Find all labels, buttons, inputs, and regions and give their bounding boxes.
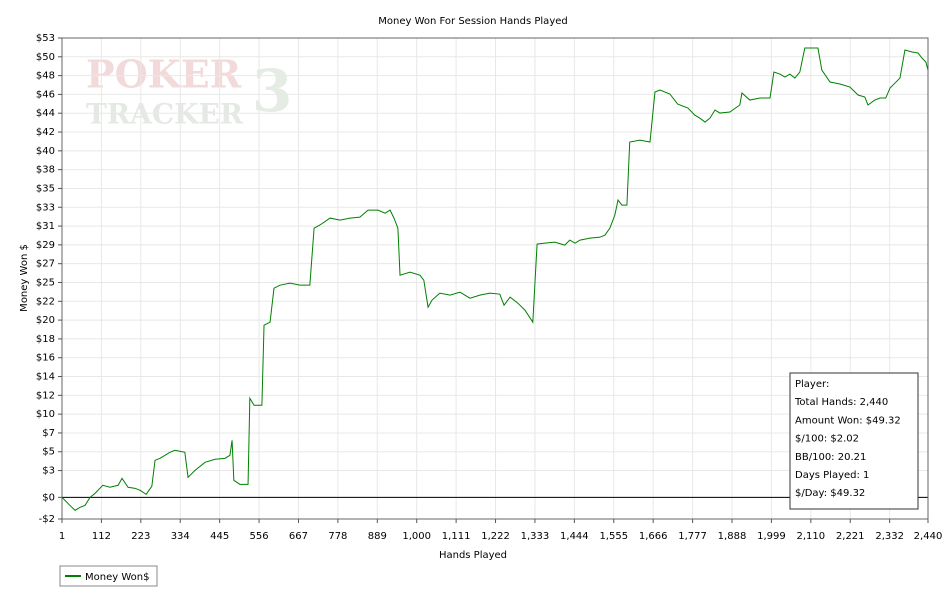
stats-frame [789, 372, 919, 510]
stats-text: Player: [795, 379, 829, 390]
x-tick-label: 334 [171, 531, 190, 542]
x-axis-label: Hands Played [439, 550, 507, 561]
x-tick-label: 1,999 [757, 531, 786, 542]
data-line [61, 47, 929, 511]
x-tick-label: 1,888 [718, 531, 747, 542]
y-tick-label: $50 [36, 52, 55, 63]
legend-label: Money Won$ [85, 572, 149, 583]
x-tick-label: 2,221 [836, 531, 865, 542]
stats-box: Player: Total Hands: 2,440 Amount Won: $49… [789, 372, 919, 510]
x-tick-label: 1,333 [521, 531, 550, 542]
watermark-text: 3 [252, 57, 292, 125]
x-tick-label: 1,666 [639, 531, 668, 542]
y-tick-label: $29 [36, 240, 55, 251]
y-tick-label: $7 [42, 428, 55, 439]
x-tick-label: 2,332 [875, 531, 904, 542]
x-tick-label: 1,555 [599, 531, 628, 542]
x-tick-label: 112 [92, 531, 111, 542]
x-tick-label: 556 [250, 531, 269, 542]
y-tick-label: $31 [36, 221, 55, 232]
y-tick-label: $10 [36, 409, 55, 420]
stats-text: $/100: $2.02 [795, 434, 859, 445]
y-tick-label: $53 [36, 33, 55, 44]
y-tick-label: $46 [36, 89, 55, 100]
y-tick-label: $25 [36, 277, 55, 288]
y-tick-label: $0 [42, 492, 55, 503]
x-tick-label: 778 [328, 531, 347, 542]
y-tick-label: $12 [36, 390, 55, 401]
y-tick-label: $16 [36, 353, 55, 364]
y-tick-label: $38 [36, 165, 55, 176]
y-axis-label: Money Won $ [19, 244, 30, 312]
x-tick-label: 223 [131, 531, 150, 542]
y-tick-label: $20 [36, 315, 55, 326]
y-tick-label: $48 [36, 71, 55, 82]
x-tick-label: 1,000 [402, 531, 431, 542]
x-tick-label: 2,440 [914, 531, 943, 542]
y-tick-label: -$2 [39, 514, 55, 525]
stats-text: $/Day: $49.32 [795, 488, 865, 499]
y-tick-label: $5 [42, 447, 55, 458]
x-tick-label: 889 [368, 531, 387, 542]
chart-title: Money Won For Session Hands Played [378, 16, 567, 27]
y-tick-label: $3 [42, 466, 55, 477]
legend: Money Won$ [59, 565, 158, 587]
y-tick-label: $40 [36, 146, 55, 157]
stats-text: Total Hands: 2,440 [794, 397, 888, 408]
y-tick-label: $27 [36, 259, 55, 270]
y-tick-label: $35 [36, 183, 55, 194]
x-tick-label: 445 [210, 531, 229, 542]
stats-text: Amount Won: $49.32 [795, 415, 901, 426]
y-tick-label: $42 [36, 127, 55, 138]
y-tick-label: $44 [36, 108, 55, 119]
x-tick-label: 1,444 [560, 531, 589, 542]
x-tick-label: 1,222 [481, 531, 510, 542]
x-tick-label: 1,111 [442, 531, 471, 542]
watermark-text: POKER [86, 52, 242, 97]
x-tick-label: 2,110 [797, 531, 826, 542]
y-tick-label: $22 [36, 296, 55, 307]
legend-frame [59, 565, 158, 587]
x-tick-label: 1,777 [678, 531, 707, 542]
y-tick-label: $33 [36, 202, 55, 213]
x-tick-label: 1 [59, 531, 65, 542]
y-tick-label: $18 [36, 334, 55, 345]
watermark: POKER TRACKER 3 [86, 52, 292, 131]
stats-text: Days Played: 1 [795, 470, 869, 481]
x-tick-label: 667 [289, 531, 308, 542]
watermark-text: TRACKER [86, 98, 244, 131]
y-tick-label: $14 [36, 372, 55, 383]
stats-text: BB/100: 20.21 [795, 452, 866, 463]
plot-frame [61, 37, 929, 520]
